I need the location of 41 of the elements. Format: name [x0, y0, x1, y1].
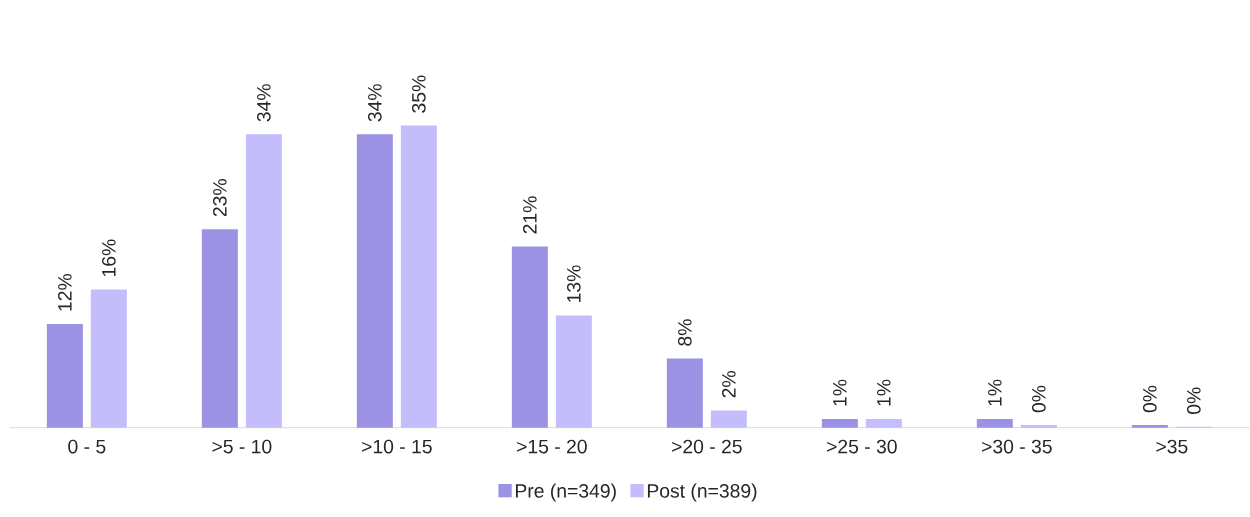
- data-label: 0%: [1142, 385, 1157, 413]
- bar: [666, 358, 703, 428]
- bar: [356, 134, 393, 428]
- legend-label: Pre (n=349): [515, 483, 616, 502]
- bar: [976, 419, 1013, 428]
- data-label: 23%: [212, 179, 227, 217]
- bar: [46, 324, 83, 428]
- data-label: 12%: [58, 274, 72, 311]
- x-tick-label: >30 - 35: [982, 439, 1052, 454]
- data-label: 2%: [722, 371, 736, 398]
- bar: [555, 315, 592, 428]
- bar: [1020, 425, 1057, 428]
- data-label: 8%: [677, 319, 692, 346]
- x-tick-label: >25 - 30: [827, 439, 897, 454]
- x-tick-label: >20 - 25: [672, 439, 742, 454]
- data-label: 1%: [877, 379, 891, 406]
- bar: [865, 419, 902, 428]
- data-label: 0%: [1186, 387, 1201, 414]
- bar: [821, 419, 858, 428]
- bar: [245, 134, 282, 428]
- legend-label: Post (n=389): [647, 483, 757, 502]
- data-label: 16%: [101, 239, 116, 277]
- bar: [400, 125, 437, 428]
- data-label: 1%: [833, 379, 847, 406]
- x-tick-label: >10 - 15: [362, 439, 432, 454]
- bar: [201, 229, 238, 428]
- data-label: 34%: [367, 84, 382, 122]
- data-label: 34%: [256, 84, 271, 122]
- x-tick-label: 0 - 5: [68, 439, 106, 454]
- bar: [710, 410, 747, 428]
- x-tick-label: >35: [1156, 439, 1188, 454]
- bar: [1131, 425, 1168, 428]
- x-tick-label: >5 - 10: [212, 439, 272, 454]
- x-tick-label: >15 - 20: [517, 439, 587, 454]
- bar: [90, 289, 127, 428]
- data-label: 35%: [411, 75, 426, 113]
- data-label: 21%: [523, 196, 537, 234]
- data-label: 1%: [988, 379, 1002, 406]
- data-label: 0%: [1031, 385, 1046, 413]
- bar: [511, 246, 548, 428]
- data-label: 13%: [566, 265, 581, 302]
